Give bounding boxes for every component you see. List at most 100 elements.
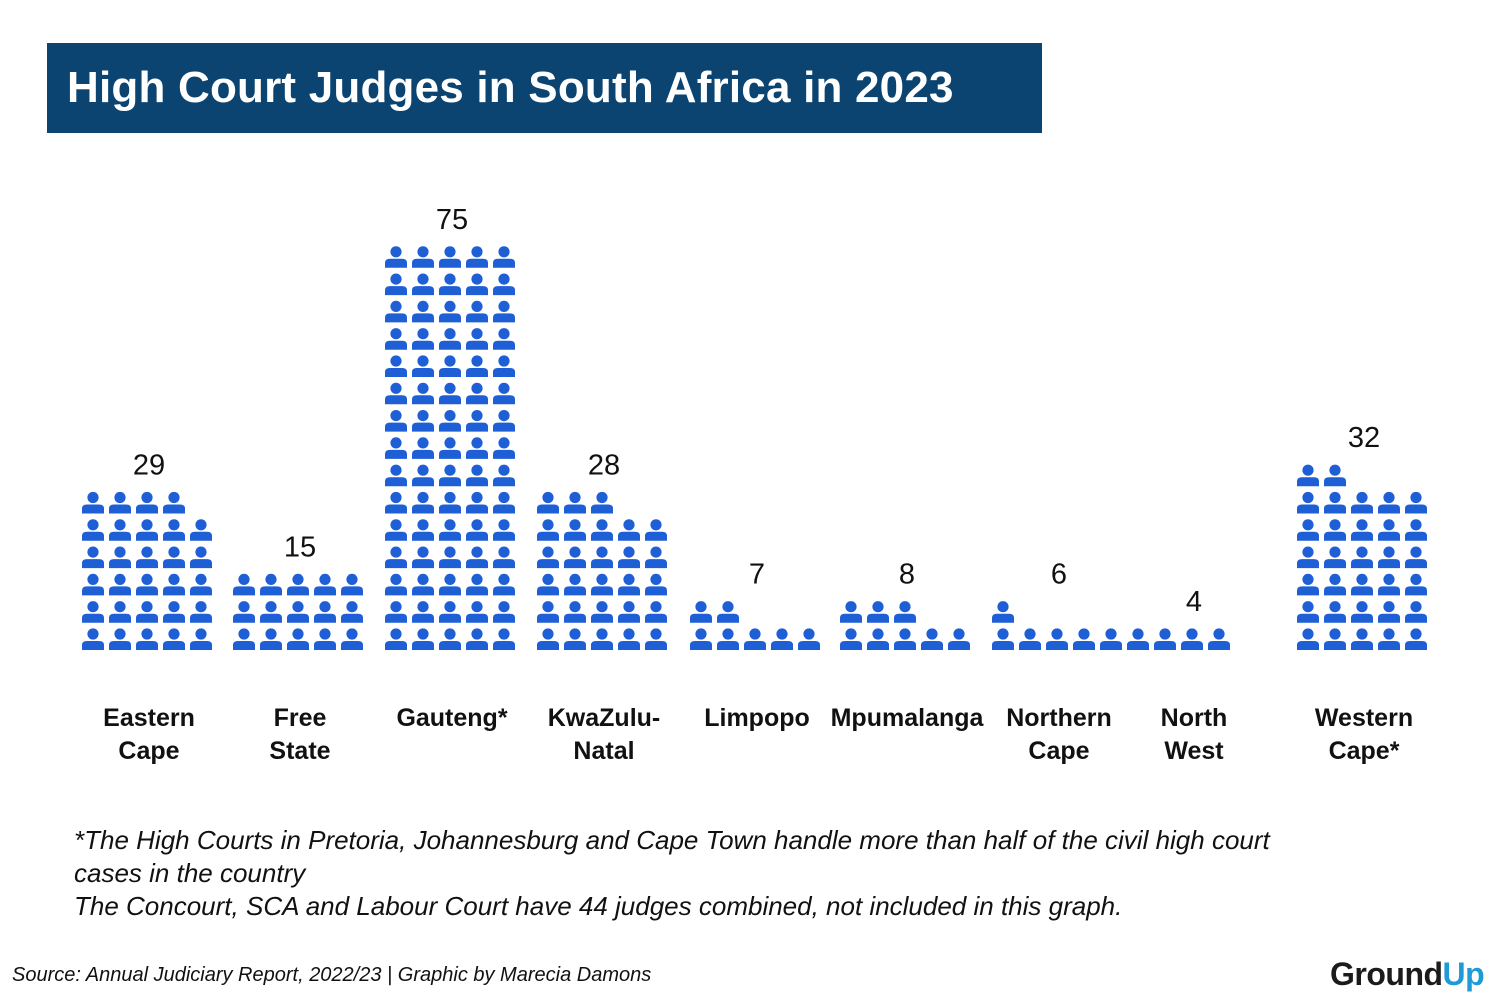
person-icon: [109, 546, 131, 569]
person-icon: [82, 601, 104, 623]
person-icon: [1351, 601, 1373, 623]
person-icon: [136, 601, 158, 623]
person-icon: [439, 355, 461, 377]
person-icon: [1297, 464, 1319, 487]
person-icon: [163, 519, 185, 541]
person-icon: [109, 573, 131, 596]
person-icon: [466, 519, 488, 541]
value-label: 15: [284, 531, 316, 563]
title-banner: High Court Judges in South Africa in 202…: [47, 43, 1042, 133]
person-icon: [260, 573, 282, 596]
person-icon: [1127, 628, 1149, 650]
page-title: High Court Judges in South Africa in 202…: [67, 63, 954, 112]
person-icon: [645, 628, 667, 650]
person-icon: [992, 601, 1014, 623]
person-icon: [466, 382, 488, 405]
person-icon: [1297, 546, 1319, 569]
person-icon: [618, 573, 640, 596]
person-icon: [1297, 573, 1319, 596]
person-icon: [82, 573, 104, 596]
person-icon: [163, 573, 185, 596]
person-icon: [591, 491, 613, 514]
category-label: North: [1161, 704, 1228, 732]
person-icon: [1405, 546, 1427, 569]
person-icon: [82, 519, 104, 541]
person-icon: [618, 628, 640, 650]
person-icon: [439, 491, 461, 514]
person-icon: [744, 628, 766, 650]
person-icon: [82, 628, 104, 650]
person-icon: [1073, 628, 1095, 650]
person-icon: [412, 628, 434, 650]
person-icon: [190, 573, 212, 596]
person-icon: [109, 519, 131, 541]
person-icon: [385, 328, 407, 350]
person-icon: [591, 519, 613, 541]
person-icon: [1297, 491, 1319, 514]
person-icon: [1378, 628, 1400, 650]
person-icon: [645, 519, 667, 541]
person-icon: [439, 546, 461, 569]
person-icon: [412, 437, 434, 459]
source-credit: Source: Annual Judiciary Report, 2022/23…: [12, 964, 652, 986]
person-icon: [537, 519, 559, 541]
person-icon: [136, 628, 158, 650]
person-icon: [412, 573, 434, 596]
person-icon: [1297, 601, 1319, 623]
person-icon: [136, 491, 158, 514]
person-icon: [798, 628, 820, 650]
person-icon: [314, 601, 336, 623]
category-label: Gauteng*: [396, 704, 507, 732]
person-icon: [717, 628, 739, 650]
person-icon: [439, 519, 461, 541]
person-icon: [1324, 491, 1346, 514]
person-icon: [771, 628, 793, 650]
value-label: 4: [1186, 586, 1202, 618]
person-icon: [564, 546, 586, 569]
value-label: 28: [588, 450, 620, 482]
person-icon: [82, 491, 104, 514]
person-icon: [493, 328, 515, 350]
person-icon: [341, 573, 363, 596]
person-icon: [1324, 601, 1346, 623]
person-icon: [1324, 628, 1346, 650]
person-icon: [618, 519, 640, 541]
footnote-line: *The High Courts in Pretoria, Johannesbu…: [74, 825, 1270, 855]
person-icon: [385, 628, 407, 650]
person-icon: [1100, 628, 1122, 650]
person-icon: [136, 573, 158, 596]
person-icon: [894, 601, 916, 623]
bar-8: [1297, 464, 1427, 650]
person-icon: [109, 601, 131, 623]
bar-6: [992, 601, 1122, 650]
person-icon: [717, 601, 739, 623]
person-icon: [385, 519, 407, 541]
person-icon: [894, 628, 916, 650]
person-icon: [190, 519, 212, 541]
person-icon: [921, 628, 943, 650]
person-icon: [948, 628, 970, 650]
person-icon: [493, 546, 515, 569]
person-icon: [412, 273, 434, 296]
person-icon: [493, 628, 515, 650]
person-icon: [260, 628, 282, 650]
person-icon: [412, 300, 434, 323]
person-icon: [591, 601, 613, 623]
value-label: 75: [436, 204, 468, 236]
person-icon: [385, 355, 407, 377]
person-icon: [1405, 601, 1427, 623]
category-label: Cape: [118, 737, 179, 765]
person-icon: [1378, 573, 1400, 596]
person-icon: [1181, 628, 1203, 650]
person-icon: [1351, 573, 1373, 596]
category-label: Limpopo: [704, 704, 810, 732]
person-icon: [493, 273, 515, 296]
person-icon: [645, 601, 667, 623]
person-icon: [439, 464, 461, 487]
logo-text-part: Up: [1442, 956, 1485, 992]
person-icon: [564, 519, 586, 541]
person-icon: [537, 628, 559, 650]
person-icon: [1324, 464, 1346, 487]
person-icon: [412, 601, 434, 623]
person-icon: [412, 328, 434, 350]
